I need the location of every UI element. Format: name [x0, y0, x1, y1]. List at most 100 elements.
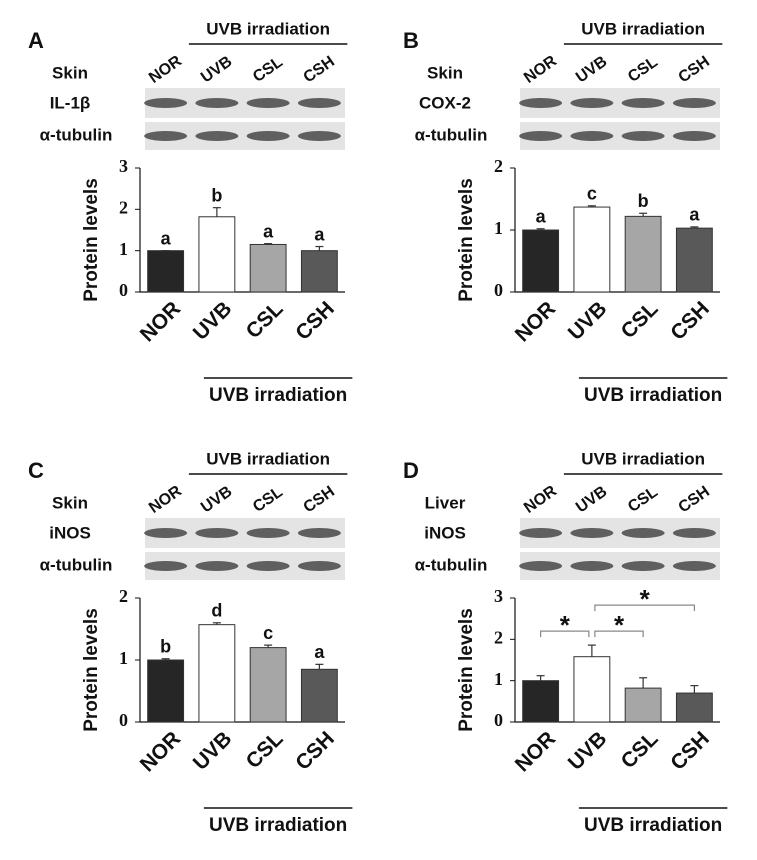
lane-label: CSL	[625, 483, 661, 515]
x-tick-label: CSH	[291, 727, 339, 775]
loading-label: α-tubulin	[40, 125, 113, 144]
significance-letter: a	[536, 207, 547, 227]
protein-label: IL-1β	[50, 93, 91, 112]
lane-label: CSH	[676, 53, 713, 86]
blot-band	[570, 98, 614, 108]
group-label: UVB irradiation	[206, 449, 330, 468]
y-tick-label: 0	[119, 710, 128, 730]
blot-band	[519, 561, 563, 571]
group-label: UVB irradiation	[209, 385, 347, 406]
y-tick-label: 2	[494, 156, 503, 176]
significance-letter: a	[161, 228, 172, 248]
significance-letter: b	[160, 637, 171, 657]
loading-label: α-tubulin	[415, 125, 488, 144]
protein-label: iNOS	[49, 523, 91, 542]
x-tick-label: UVB	[564, 297, 612, 345]
panel-label: C	[28, 458, 44, 483]
y-axis-title: Protein levels	[81, 178, 102, 302]
significance-letter: b	[211, 185, 222, 205]
tissue-label: Skin	[427, 63, 463, 82]
blot-band	[195, 98, 239, 108]
blot-band	[672, 528, 716, 538]
tissue-label: Skin	[52, 63, 88, 82]
blot-band	[144, 528, 188, 538]
blot-band	[195, 561, 239, 571]
lane-label: CSH	[301, 483, 338, 516]
bar	[249, 647, 287, 723]
blot-band	[570, 561, 614, 571]
significance-bracket	[594, 604, 695, 612]
bar	[675, 227, 713, 293]
blot-band	[297, 561, 341, 571]
x-tick-label: CSL	[617, 727, 663, 773]
lane-label: NOR	[146, 482, 185, 517]
lane-label: NOR	[146, 52, 185, 87]
significance-bracket	[594, 630, 644, 638]
blot-band	[297, 528, 341, 538]
bar	[573, 656, 611, 723]
blot-band	[297, 131, 341, 141]
y-tick-label: 1	[494, 218, 503, 238]
tissue-label: Liver	[425, 493, 466, 512]
y-tick-label: 2	[119, 586, 128, 606]
significance-letter: a	[314, 642, 325, 662]
blot-band	[621, 131, 665, 141]
bar	[198, 216, 236, 293]
significance-star: *	[614, 610, 625, 640]
protein-label: iNOS	[424, 523, 466, 542]
y-axis-title: Protein levels	[456, 608, 477, 732]
y-tick-label: 1	[119, 648, 128, 668]
bar	[300, 668, 338, 723]
loading-label: α-tubulin	[40, 555, 113, 574]
y-axis-title: Protein levels	[81, 608, 102, 732]
blot-band	[672, 561, 716, 571]
lane-label: CSH	[301, 53, 338, 86]
bar	[300, 250, 338, 293]
bar	[522, 229, 560, 293]
blot-band	[570, 131, 614, 141]
loading-label: α-tubulin	[415, 555, 488, 574]
tissue-label: Skin	[52, 493, 88, 512]
bar	[147, 250, 185, 293]
bar	[249, 243, 287, 293]
blot-band	[144, 561, 188, 571]
blot-band	[144, 98, 188, 108]
significance-letter: b	[638, 191, 649, 211]
bar	[573, 206, 611, 293]
bar	[624, 687, 662, 723]
blot-band	[297, 98, 341, 108]
significance-letter: d	[211, 601, 222, 621]
group-label: UVB irradiation	[581, 449, 705, 468]
y-tick-label: 3	[494, 586, 503, 606]
significance-letter: a	[314, 224, 325, 244]
blot-band	[195, 528, 239, 538]
blot-band	[246, 528, 290, 538]
significance-letter: a	[263, 221, 274, 241]
y-tick-label: 1	[494, 669, 503, 689]
x-tick-label: UVB	[564, 727, 612, 775]
blot-band	[519, 98, 563, 108]
bar	[624, 215, 662, 293]
y-tick-label: 1	[119, 239, 128, 259]
blot-band	[621, 98, 665, 108]
x-tick-label: CSH	[666, 727, 714, 775]
blot-band	[195, 131, 239, 141]
y-tick-label: 0	[494, 710, 503, 730]
lane-label: UVB	[198, 53, 235, 86]
x-tick-label: CSH	[666, 297, 714, 345]
blot-band	[672, 98, 716, 108]
significance-letter: c	[587, 184, 597, 204]
x-tick-label: UVB	[189, 727, 237, 775]
panel-label: D	[403, 458, 419, 483]
x-tick-label: UVB	[189, 297, 237, 345]
x-tick-label: CSH	[291, 297, 339, 345]
significance-star: *	[640, 584, 651, 614]
significance-bracket	[540, 630, 590, 638]
group-label: UVB irradiation	[584, 385, 722, 406]
blot-band	[246, 561, 290, 571]
group-label: UVB irradiation	[209, 815, 347, 836]
